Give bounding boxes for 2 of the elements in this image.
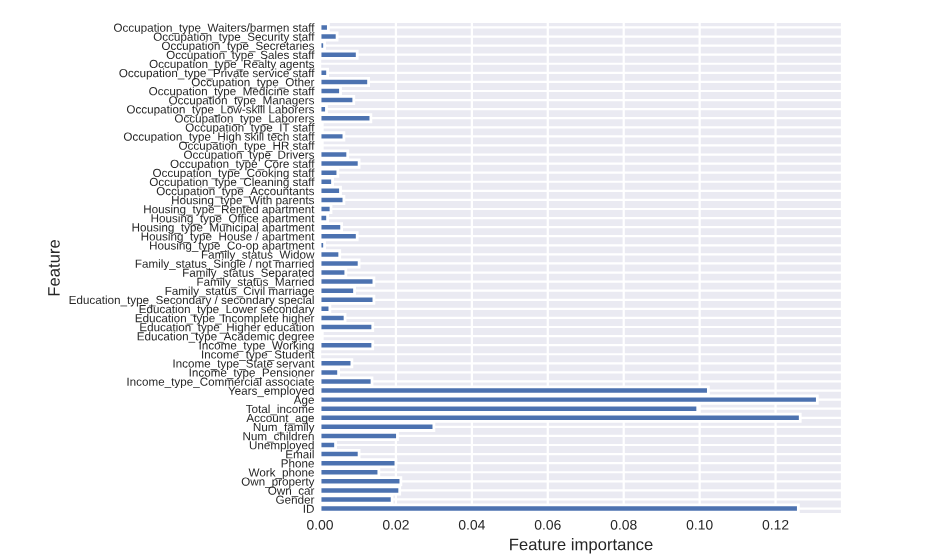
x-axis-title: Feature importance	[510, 538, 653, 554]
y-axis-title: Feature	[48, 240, 60, 296]
